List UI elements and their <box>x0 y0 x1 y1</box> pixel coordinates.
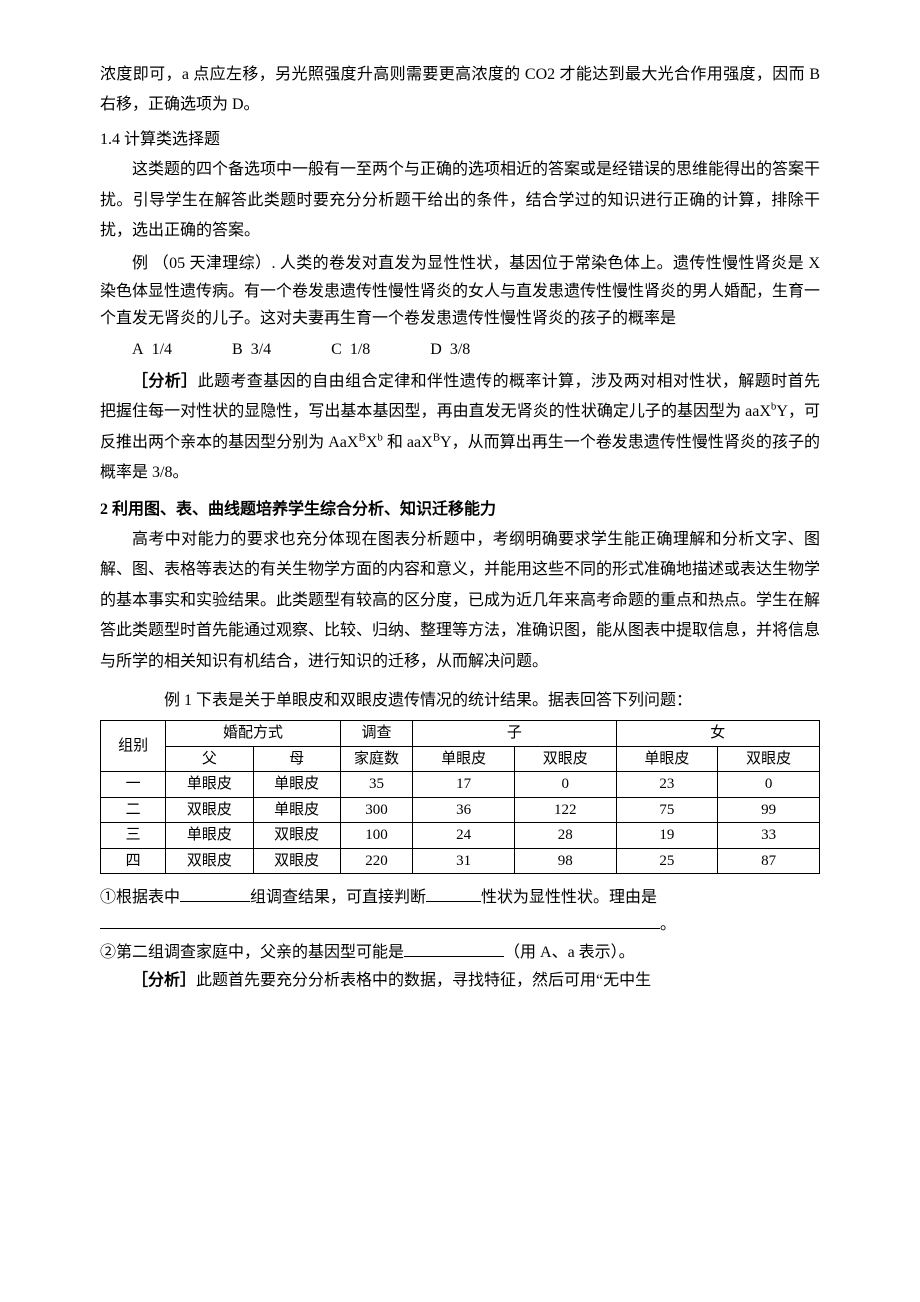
table-row: 一单眼皮单眼皮35170230 <box>101 772 820 798</box>
th-mother: 母 <box>253 746 340 772</box>
section-1-4-para: 这类题的四个备选项中一般有一至两个与正确的选项相近的答案或是经错误的思维能得出的… <box>100 155 820 246</box>
q1-b: 组调查结果，可直接判断 <box>250 889 426 906</box>
section-2-para: 高考中对能力的要求也充分体现在图表分析题中，考纲明确要求学生能正确理解和分析文字… <box>100 525 820 677</box>
analysis-14-mid3: 和 aaX <box>383 434 433 451</box>
blank-genotype <box>404 940 504 957</box>
q1-c: 性状为显性性状。理由是 <box>481 889 657 906</box>
blank-reason <box>100 912 660 929</box>
analysis-label-2: ［分析］ <box>132 972 196 989</box>
th-son-single: 单眼皮 <box>413 746 515 772</box>
option-a: A 1/4 <box>132 336 200 363</box>
table-row: 三单眼皮双眼皮10024281933 <box>101 823 820 849</box>
eyelid-table: 组别 婚配方式 调查 子 女 父 母 家庭数 单眼皮 双眼皮 单眼皮 双眼皮 一… <box>100 720 820 874</box>
th-survey: 调查 <box>340 721 413 747</box>
option-c: C 1/8 <box>331 336 398 363</box>
table-header-row-2: 父 母 家庭数 单眼皮 双眼皮 单眼皮 双眼皮 <box>101 746 820 772</box>
analysis-14-mid2: X <box>366 434 378 451</box>
th-son-double: 双眼皮 <box>514 746 616 772</box>
th-families: 家庭数 <box>340 746 413 772</box>
option-d: D 3/8 <box>430 336 498 363</box>
blank-group <box>180 885 250 902</box>
example-14-options: A 1/4 B 3/4 C 1/8 D 3/8 <box>100 336 820 363</box>
th-marriage: 婚配方式 <box>166 721 340 747</box>
th-dau-single: 单眼皮 <box>616 746 718 772</box>
q1-a: ①根据表中 <box>100 889 180 906</box>
sup-B-1: B <box>358 432 365 444</box>
q2-a: ②第二组调查家庭中，父亲的基因型可能是 <box>100 944 404 961</box>
th-daughter: 女 <box>616 721 819 747</box>
sup-B-2: B <box>433 432 440 444</box>
section-1-4-title: 1.4 计算类选择题 <box>100 125 820 155</box>
analysis-label: ［分析］ <box>132 373 198 390</box>
example-14-lead: 例 （05 天津理综）. 人类的卷发对直发为显性性状，基因位于常染色体上。遗传性… <box>100 250 820 332</box>
q2-b: （用 A、a 表示）。 <box>504 944 635 961</box>
table-row: 四双眼皮双眼皮22031982587 <box>101 848 820 874</box>
section-2-title: 2 利用图、表、曲线题培养学生综合分析、知识迁移能力 <box>100 495 820 525</box>
th-father: 父 <box>166 746 253 772</box>
table-row: 二双眼皮单眼皮300361227599 <box>101 797 820 823</box>
question-1: ①根据表中 组调查结果，可直接判断 性状为显性性状。理由是 。 <box>100 884 820 938</box>
final-analysis: ［分析］此题首先要充分分析表格中的数据，寻找特征，然后可用“无中生 <box>100 966 820 996</box>
final-analysis-text: 此题首先要充分分析表格中的数据，寻找特征，然后可用“无中生 <box>196 972 651 989</box>
example-14-analysis: ［分析］此题考查基因的自由组合定律和伴性遗传的概率计算，涉及两对相对性状，解题时… <box>100 367 820 489</box>
th-son: 子 <box>413 721 616 747</box>
q1-end: 。 <box>660 916 676 933</box>
intro-continuation: 浓度即可，a 点应左移，另光照强度升高则需要更高浓度的 CO2 才能达到最大光合… <box>100 60 820 121</box>
question-2: ②第二组调查家庭中，父亲的基因型可能是 （用 A、a 表示）。 <box>100 939 820 966</box>
blank-trait <box>426 885 481 902</box>
th-group: 组别 <box>101 721 166 772</box>
option-b: B 3/4 <box>232 336 299 363</box>
analysis-14-pre: 此题考查基因的自由组合定律和伴性遗传的概率计算，涉及两对相对性状，解题时首先把握… <box>100 373 820 420</box>
table-caption: 例 1 下表是关于单眼皮和双眼皮遗传情况的统计结果。据表回答下列问题： <box>100 687 820 714</box>
th-dau-double: 双眼皮 <box>718 746 820 772</box>
table-header-row-1: 组别 婚配方式 调查 子 女 <box>101 721 820 747</box>
